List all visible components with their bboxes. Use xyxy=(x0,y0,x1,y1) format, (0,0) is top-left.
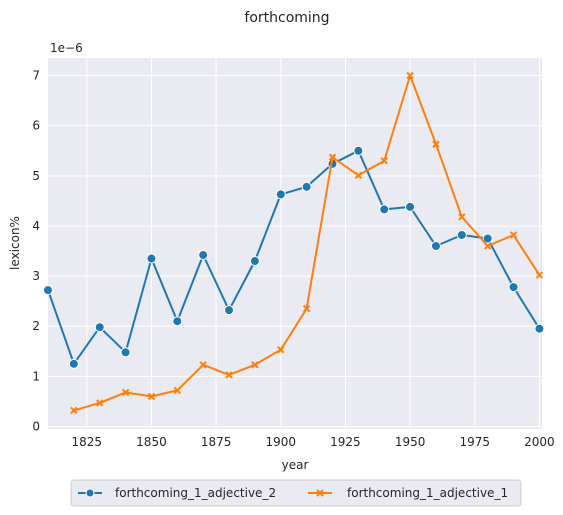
legend-label-series-1: forthcoming_1_adjective_2 xyxy=(115,486,276,500)
data-point xyxy=(353,145,364,156)
data-point xyxy=(535,271,544,279)
series-layer xyxy=(43,71,545,415)
data-point xyxy=(146,253,157,264)
y-scale-label: 1e−6 xyxy=(50,41,83,55)
x-tick-labels: 1825 1850 1875 1900 1925 1950 1975 2000 xyxy=(72,435,555,449)
data-point xyxy=(68,358,79,369)
chart-title: forthcoming xyxy=(244,10,329,26)
data-point xyxy=(198,250,209,261)
x-tick-label: 1825 xyxy=(72,435,103,449)
series-2 xyxy=(70,71,544,415)
legend-marker-series-1 xyxy=(85,488,95,498)
data-point xyxy=(94,322,105,333)
legend-marker-series-2 xyxy=(316,489,324,497)
data-point xyxy=(121,388,130,397)
data-point xyxy=(225,371,233,379)
y-tick-label: 1 xyxy=(32,369,40,383)
data-point xyxy=(482,233,493,244)
y-tick-label: 4 xyxy=(32,219,40,233)
legend: forthcoming_1_adjective_2 forthcoming_1_… xyxy=(70,479,522,507)
data-point xyxy=(96,399,104,407)
x-tick-label: 1850 xyxy=(136,435,167,449)
data-point xyxy=(456,229,467,240)
data-point xyxy=(380,157,388,165)
data-point xyxy=(534,323,545,334)
y-tick-label: 5 xyxy=(32,169,40,183)
y-tick-label: 0 xyxy=(32,419,40,433)
x-tick-label: 1950 xyxy=(395,435,426,449)
legend-box xyxy=(70,479,522,507)
legend-label-series-2: forthcoming_1_adjective_1 xyxy=(347,486,508,500)
y-axis-label: lexicon% xyxy=(8,216,22,270)
x-tick-label: 1925 xyxy=(330,435,361,449)
data-point xyxy=(199,361,207,369)
data-point xyxy=(430,241,441,252)
data-point xyxy=(277,346,285,354)
data-point xyxy=(302,304,311,313)
x-axis-label: year xyxy=(282,458,309,472)
data-point xyxy=(249,256,260,267)
x-tick-label: 1875 xyxy=(201,435,232,449)
data-point xyxy=(354,171,363,180)
x-gridlines xyxy=(86,58,540,429)
y-tick-label: 7 xyxy=(32,69,40,83)
data-point xyxy=(508,282,519,293)
y-tick-label: 3 xyxy=(32,269,40,283)
data-point xyxy=(328,153,337,161)
data-point xyxy=(172,316,183,327)
y-tick-label: 2 xyxy=(32,319,40,333)
y-gridlines xyxy=(48,75,542,427)
data-point xyxy=(275,189,286,200)
data-point xyxy=(251,361,259,369)
data-point xyxy=(147,392,156,401)
series-1 xyxy=(43,145,545,369)
data-point xyxy=(379,204,390,215)
data-point xyxy=(483,242,492,250)
data-point xyxy=(405,201,416,212)
plot-area xyxy=(48,58,542,429)
data-point xyxy=(432,140,440,148)
x-tick-label: 1900 xyxy=(266,435,297,449)
data-point xyxy=(43,285,53,296)
y-tick-label: 6 xyxy=(32,119,40,133)
x-tick-label: 2000 xyxy=(524,435,555,449)
data-point xyxy=(120,347,131,358)
y-tick-labels: 0 1 2 3 4 5 6 7 xyxy=(32,69,40,434)
x-tick-label: 1975 xyxy=(459,435,490,449)
data-point xyxy=(70,406,78,415)
data-point xyxy=(406,71,414,80)
data-point xyxy=(458,213,466,221)
data-point xyxy=(301,181,312,192)
data-point xyxy=(509,231,518,239)
data-point xyxy=(224,305,235,316)
data-point xyxy=(173,386,182,395)
